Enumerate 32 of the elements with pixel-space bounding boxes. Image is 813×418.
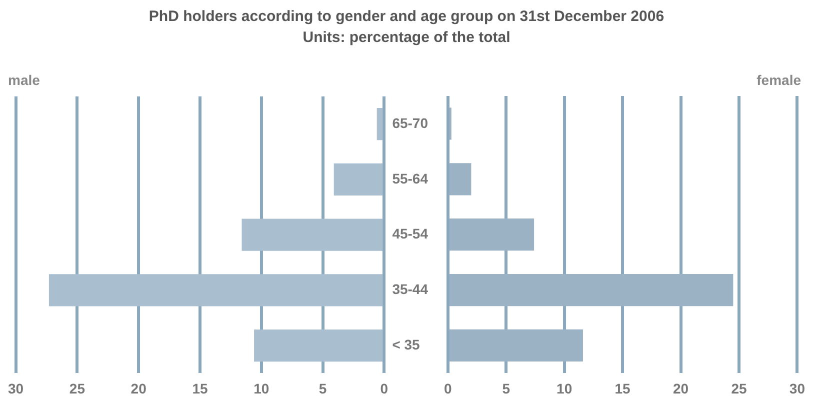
x-tick-label: 0: [380, 380, 388, 396]
x-tick-label: 10: [254, 380, 270, 396]
bar: [449, 218, 534, 251]
x-tick-label: 20: [672, 380, 689, 396]
x-tick-label: 25: [69, 380, 86, 396]
x-tick-label: 20: [130, 380, 147, 396]
bar: [449, 329, 583, 362]
chart-title: PhD holders according to gender and age group on 31st December 2006: [148, 7, 666, 27]
x-tick-label: 10: [556, 380, 572, 396]
text: female: [756, 72, 801, 88]
x-tick-label: 5: [318, 380, 327, 396]
text: male: [8, 72, 40, 88]
y-tick-label: < 35: [392, 336, 420, 352]
bar: [254, 329, 383, 362]
chart-subtitle: Units: percentage of the total: [302, 28, 512, 48]
bar: [48, 274, 383, 306]
x-tick-label: 30: [8, 380, 24, 396]
bar: [334, 163, 383, 196]
bar: [449, 274, 734, 306]
x-tick-label: 15: [614, 380, 631, 396]
x-tick-label: 15: [192, 380, 208, 396]
x-tick-label: 30: [789, 380, 806, 396]
x-tick-label: 0: [444, 380, 452, 396]
x-tick-label: 25: [731, 380, 747, 396]
x-tick-label: 5: [502, 380, 510, 396]
y-tick-label: 35-44: [392, 281, 428, 298]
bar: [242, 218, 383, 251]
y-tick-label: 65-70: [392, 114, 428, 131]
y-tick-label: 55-64: [392, 170, 428, 186]
bar: [376, 108, 383, 140]
bar: [449, 163, 472, 196]
y-tick-label: 45-54: [392, 226, 428, 242]
